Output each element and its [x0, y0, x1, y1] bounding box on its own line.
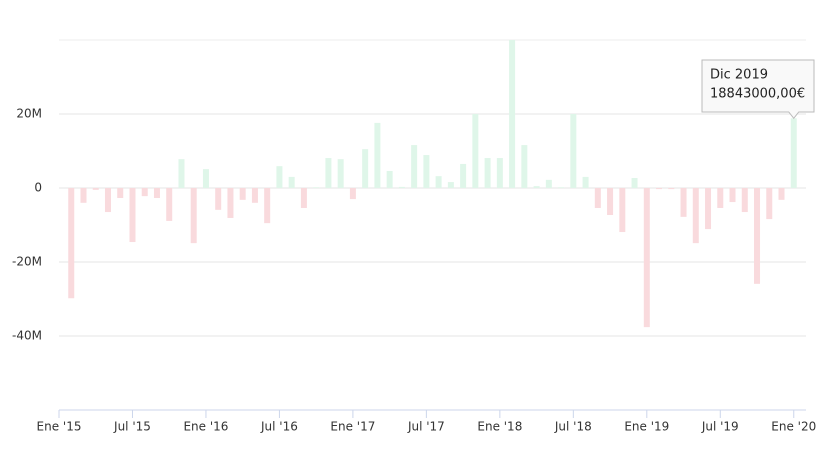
bar [313, 187, 320, 188]
bar [362, 149, 369, 188]
bar [705, 188, 712, 230]
x-tick-label: Jul '16 [260, 420, 298, 434]
bar [423, 155, 430, 188]
x-tick-label: Jul '15 [113, 420, 151, 434]
bar [349, 188, 356, 200]
tooltip-label: Dic 2019 [710, 68, 768, 83]
bar [558, 187, 565, 188]
tooltip-box [701, 59, 815, 120]
bar [80, 188, 87, 203]
bar [692, 188, 699, 244]
bar [631, 178, 638, 188]
bar [251, 188, 258, 203]
bar [766, 188, 773, 220]
bar [790, 118, 797, 188]
bar [215, 188, 222, 210]
x-tick-label: Ene '15 [37, 420, 82, 434]
bar [741, 188, 748, 213]
bar [472, 114, 479, 188]
bar [166, 188, 173, 221]
bar [545, 179, 552, 188]
bar [729, 188, 736, 203]
y-tick-label: -40M [12, 329, 42, 343]
bar [227, 188, 234, 218]
bar [117, 188, 124, 198]
bar [570, 114, 577, 188]
bar [533, 186, 540, 188]
bar [141, 188, 148, 197]
bar [398, 186, 405, 188]
bar [619, 188, 626, 233]
bar [325, 158, 332, 188]
bar [264, 188, 271, 224]
bar [337, 159, 344, 188]
x-tick-label: Ene '20 [771, 420, 816, 434]
bar [582, 176, 589, 188]
tooltip: Dic 2019 18843000,00€ [701, 59, 815, 120]
x-tick-label: Jul '19 [701, 420, 739, 434]
bar [68, 188, 75, 299]
bar [680, 188, 687, 217]
bar [374, 122, 381, 188]
tooltip-value: 18843000,00€ [710, 87, 805, 102]
bar [460, 163, 467, 188]
bar [202, 169, 209, 188]
bar [656, 188, 663, 190]
bar [643, 188, 650, 328]
bar [717, 188, 724, 208]
bar [300, 188, 307, 208]
x-tick-label: Ene '16 [183, 420, 228, 434]
bar [447, 182, 454, 188]
x-tick-label: Jul '17 [407, 420, 445, 434]
bar [668, 188, 675, 190]
bar [484, 158, 491, 188]
bar [496, 158, 503, 188]
bar [129, 188, 136, 243]
x-tick-label: Ene '17 [330, 420, 375, 434]
bar [594, 188, 601, 208]
bar [178, 159, 185, 188]
bar [288, 176, 295, 188]
bar [153, 188, 160, 198]
bar [92, 188, 99, 190]
y-tick-label: 0 [34, 181, 42, 195]
bar [435, 176, 442, 188]
x-tick-label: Jul '18 [554, 420, 592, 434]
bar [276, 166, 283, 188]
bar [521, 145, 528, 188]
bar [607, 188, 614, 216]
bar [190, 188, 197, 244]
bar [239, 188, 246, 200]
x-tick-label: Ene '18 [477, 420, 522, 434]
bar [411, 145, 418, 188]
bar [509, 40, 516, 188]
y-tick-label: -20M [12, 255, 42, 269]
bar [754, 188, 761, 284]
bar [104, 188, 111, 213]
bar [778, 188, 785, 200]
x-tick-label: Ene '19 [624, 420, 669, 434]
y-tick-label: 20M [16, 107, 42, 121]
bar [386, 170, 393, 188]
